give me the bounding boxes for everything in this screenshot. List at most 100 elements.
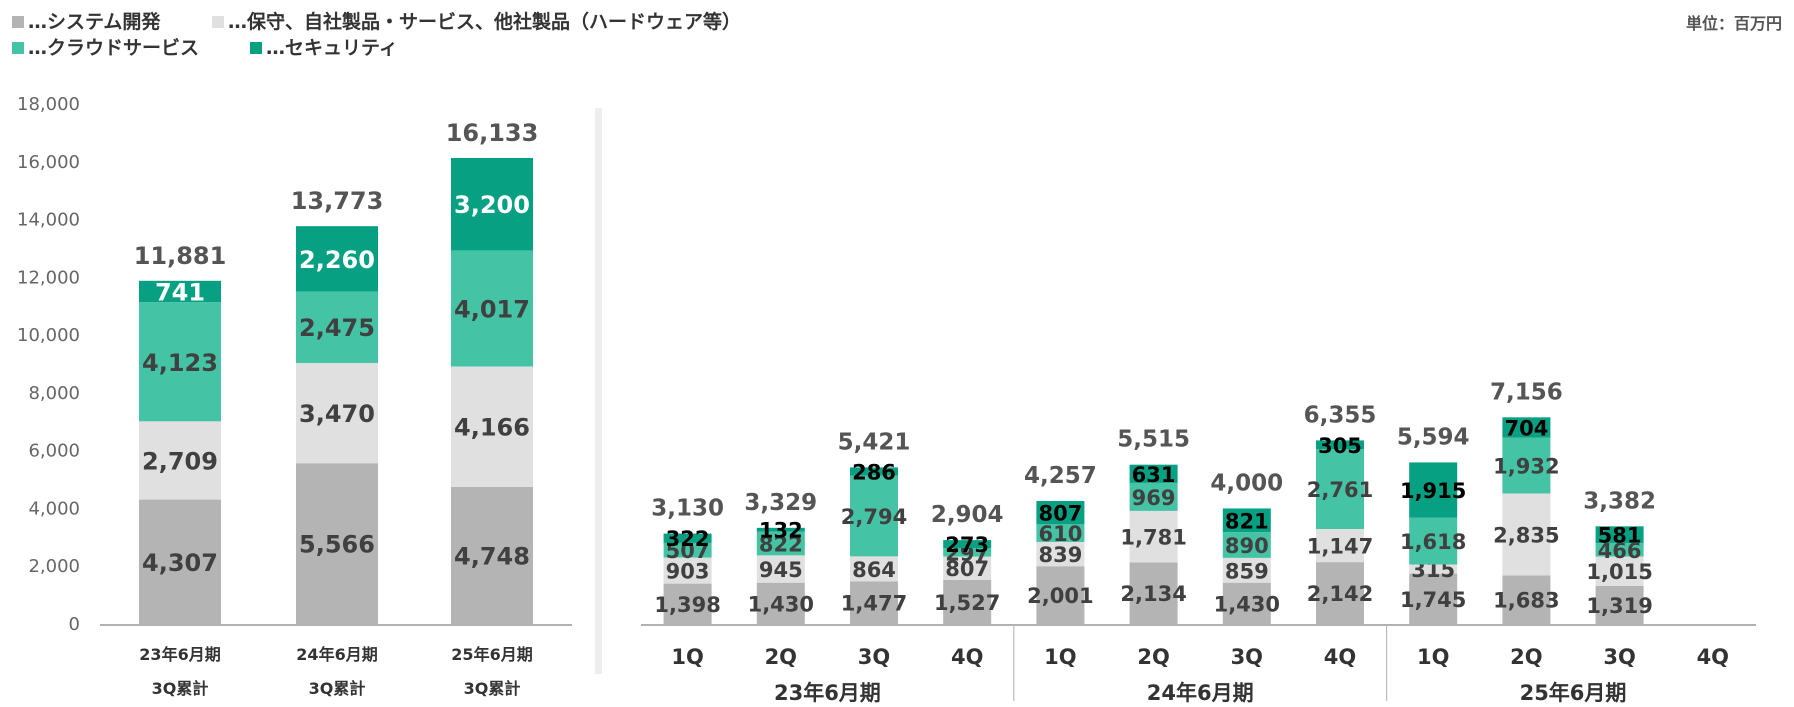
data-label: 2,134: [1120, 582, 1186, 606]
bar-segment: [1129, 464, 1178, 483]
legend: …システム開発 …保守、自社製品・サービス、他社製品（ハードウェア等） …クラウドサ…: [12, 10, 741, 59]
bar-segment: [1409, 564, 1458, 574]
bar-segment: [1036, 501, 1085, 525]
chart-divider: [595, 108, 602, 674]
data-label: 741: [155, 279, 205, 307]
data-label: 4,123: [142, 349, 218, 377]
y-tick-label: 8,000: [28, 383, 80, 404]
y-tick-label: 14,000: [17, 210, 80, 231]
legend-label: …セキュリティ: [266, 37, 398, 59]
bar-segment: [756, 582, 805, 624]
total-label: 4,000: [1210, 470, 1283, 496]
x-tick-label: 25年6月期: [451, 645, 532, 664]
bar-segment: [663, 583, 712, 624]
y-tick-label: 18,000: [17, 94, 80, 115]
bar-segment: [139, 499, 221, 624]
data-label: 1,683: [1493, 589, 1559, 613]
data-label: 1,932: [1493, 455, 1559, 479]
bar-segment: [850, 467, 898, 476]
data-label: 864: [852, 558, 896, 582]
total-label: 5,594: [1397, 424, 1470, 450]
data-label: 581: [1598, 524, 1642, 548]
data-label: 2,260: [299, 246, 375, 274]
cumulative-chart: 0 2,000 4,000 6,000 8,000 10,000 12,000 14,000 1…: [17, 94, 572, 698]
data-label: 1,745: [1400, 588, 1466, 612]
bar-segment: [139, 302, 221, 422]
x-tick-label: 4Q: [951, 645, 983, 669]
data-label: 1,430: [1214, 592, 1280, 616]
x-tick-label: 3Q累計: [464, 679, 521, 698]
data-label: 1,147: [1307, 535, 1373, 559]
data-label: 1,527: [934, 591, 1000, 615]
total-label: 11,881: [134, 242, 227, 270]
bar-segment: [1409, 462, 1458, 518]
x-tick-label: 1Q: [1417, 645, 1449, 669]
bar-segment: [663, 557, 712, 584]
data-label: 610: [1038, 522, 1082, 546]
bar-segment: [1502, 437, 1551, 494]
y-tick-label: 10,000: [17, 325, 80, 346]
data-label: 2,709: [142, 447, 218, 475]
total-label: 7,156: [1490, 379, 1563, 405]
data-label: 273: [945, 533, 989, 557]
bar-segment: [139, 421, 221, 500]
legend-swatch: [12, 42, 24, 54]
data-label: 286: [852, 461, 896, 485]
data-label: 903: [666, 560, 710, 584]
x-tick-label: 4Q: [1324, 645, 1356, 669]
bar-segment: [296, 226, 378, 292]
data-label: 969: [1132, 486, 1176, 510]
total-label: 16,133: [446, 119, 539, 147]
data-label: 1,781: [1120, 526, 1186, 550]
data-label: 322: [666, 527, 710, 551]
data-label: 4,166: [454, 414, 530, 442]
data-label: 822: [759, 533, 803, 557]
bar-segment: [296, 291, 378, 363]
total-label: 3,329: [744, 490, 817, 516]
data-label: 807: [945, 557, 989, 581]
data-label: 3,200: [454, 191, 530, 219]
bar-segment: [756, 531, 805, 556]
group-label: 24年6月期: [1147, 681, 1254, 705]
data-label: 1,015: [1586, 560, 1652, 584]
bar-segment: [451, 157, 533, 251]
legend-swatch: [250, 42, 262, 54]
x-tick-label: 3Q累計: [152, 679, 209, 698]
bar-segment: [943, 540, 992, 548]
y-tick-label: 12,000: [17, 267, 80, 288]
total-label: 3,382: [1583, 488, 1656, 514]
bar-segment: [1316, 562, 1364, 624]
bar-segment: [1502, 575, 1551, 624]
bar-segment: [1222, 557, 1271, 583]
bar-segment: [1222, 532, 1271, 558]
data-label: 631: [1132, 463, 1176, 487]
x-tick-label: 2Q: [765, 645, 797, 669]
bar-segment: [1409, 517, 1458, 565]
unit-label: 単位：百万円: [1686, 14, 1782, 33]
bar-segment: [296, 463, 378, 624]
bar-segment: [1129, 482, 1178, 511]
legend-label: …保守、自社製品・サービス、他社製品（ハードウェア等）: [228, 10, 741, 33]
y-tick-label: 6,000: [28, 441, 80, 462]
x-tick-label: 23年6月期: [139, 645, 220, 664]
x-tick-label: 3Q: [1231, 645, 1263, 669]
data-label: 1,398: [654, 593, 720, 617]
bar-segment: [139, 280, 221, 303]
bar-segment: [663, 542, 712, 558]
data-label: 2,475: [299, 314, 375, 342]
bar-segment: [850, 556, 898, 582]
y-tick-label: 0: [69, 614, 80, 635]
bar-segment: [1595, 556, 1644, 586]
bar-segment: [943, 556, 992, 580]
bar-segment: [943, 579, 992, 624]
data-label: 1,915: [1400, 479, 1466, 503]
data-label: 2,142: [1307, 582, 1373, 606]
data-label: 839: [1038, 543, 1082, 567]
bar-segment: [1129, 562, 1178, 624]
x-tick-label: 3Q: [1603, 645, 1635, 669]
bar-segment: [1595, 585, 1644, 624]
data-label: 4,748: [454, 542, 530, 570]
bar-segment: [850, 581, 898, 624]
bar-segment: [1222, 582, 1271, 624]
